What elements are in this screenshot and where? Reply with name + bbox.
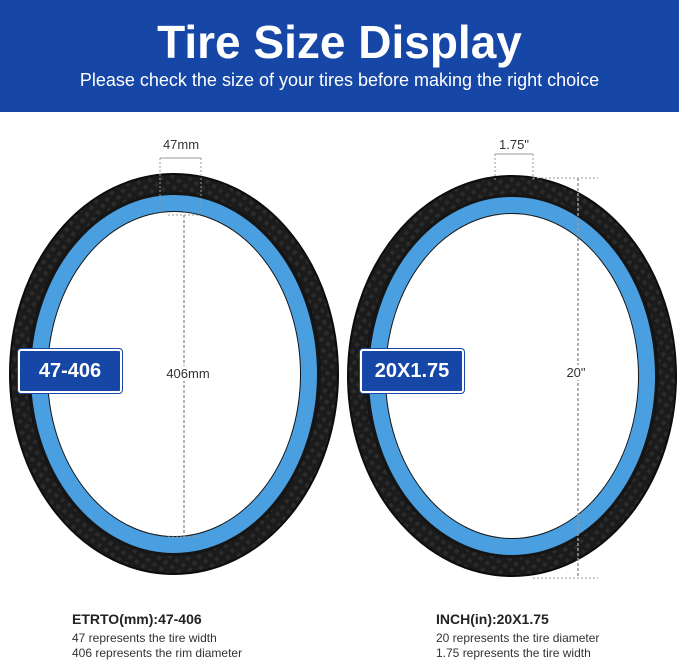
right-caption-title: INCH(in):20X1.75 bbox=[436, 611, 549, 627]
left-diameter-label: 406mm bbox=[158, 366, 218, 381]
tire-figure: 47mm 406mm 1.75" 20" 47-406 20X1.75 bbox=[0, 112, 679, 592]
right-diameter-label: 20" bbox=[556, 365, 596, 380]
page-subtitle: Please check the size of your tires befo… bbox=[79, 70, 600, 90]
left-caption-line: 406 represents the rim diameter bbox=[72, 646, 243, 660]
left-size-badge: 47-406 bbox=[18, 349, 122, 393]
left-width-label: 47mm bbox=[162, 137, 200, 152]
right-caption-line: 1.75 represents the tire width bbox=[436, 646, 591, 660]
right-caption-line: 20 represents the tire diameter bbox=[436, 631, 600, 645]
right-caption: INCH(in):20X1.75 20 represents the tire … bbox=[436, 610, 666, 661]
page-title: Tire Size Display bbox=[157, 16, 522, 68]
right-size-badge: 20X1.75 bbox=[360, 349, 464, 393]
header-banner: Tire Size Display Please check the size … bbox=[0, 0, 679, 112]
left-caption: ETRTO(mm):47-406 47 represents the tire … bbox=[72, 610, 332, 661]
left-caption-line: 47 represents the tire width bbox=[72, 631, 217, 645]
left-caption-title: ETRTO(mm):47-406 bbox=[72, 611, 202, 627]
right-width-label: 1.75" bbox=[499, 137, 529, 152]
